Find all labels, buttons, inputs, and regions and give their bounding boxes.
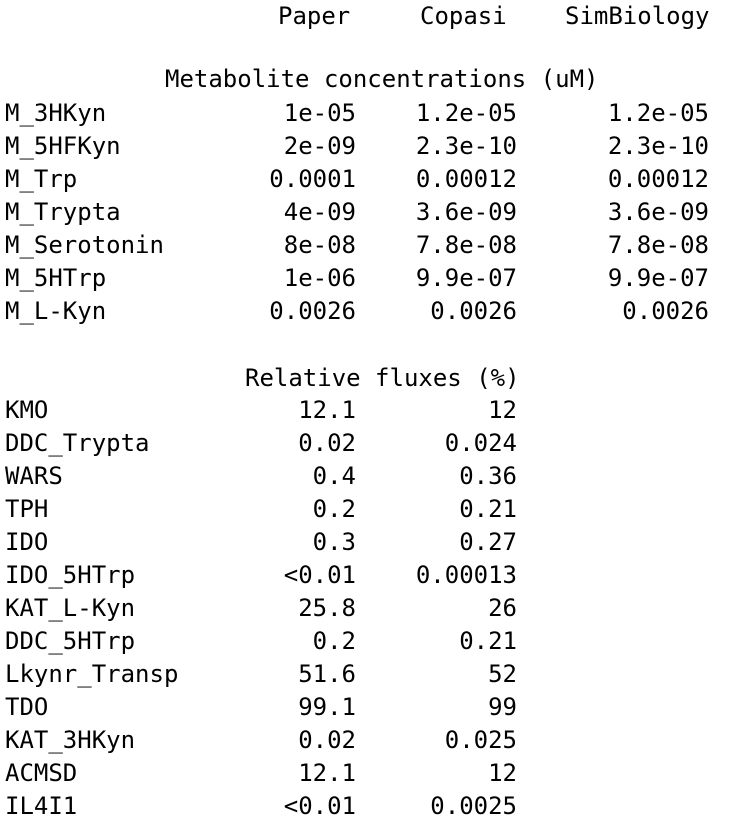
table-row: M_Trypta 4e-09 3.6e-09 3.6e-09 (0, 196, 731, 229)
copasi-value: 2.3e-10 (415, 132, 517, 160)
paper-value: <0.01 (283, 561, 356, 589)
table-row: TDO 99.1 99 (0, 691, 731, 724)
row-name: Lkynr_Transp (5, 660, 179, 688)
copasi-value: 0.0025 (430, 792, 517, 820)
paper-value: 25.8 (298, 594, 356, 622)
table-row: DDC_5HTrp 0.2 0.21 (0, 625, 731, 658)
row-name: DDC_5HTrp (5, 627, 136, 655)
simbiology-value: 1.2e-05 (607, 99, 709, 127)
table-row: TPH 0.2 0.21 (0, 493, 731, 526)
row-name: IDO_5HTrp (5, 561, 136, 589)
paper-value: 8e-08 (283, 231, 356, 259)
copasi-value: 0.27 (459, 528, 517, 556)
row-name: M_Trypta (5, 198, 121, 226)
row-name: M_L-Kyn (5, 297, 107, 325)
row-name: IDO (5, 528, 49, 556)
paper-value: 2e-09 (283, 132, 356, 160)
paper-value: 1e-06 (283, 264, 356, 292)
flux-section-title: Relative fluxes (%) (0, 362, 731, 395)
copasi-value: 99 (488, 693, 517, 721)
row-name: M_5HFKyn (5, 132, 121, 160)
row-name: M_Trp (5, 165, 78, 193)
table-row: M_L-Kyn 0.0026 0.0026 0.0026 (0, 295, 731, 328)
paper-value: 12.1 (298, 396, 356, 424)
row-name: TDO (5, 693, 49, 721)
copasi-value: 0.21 (459, 495, 517, 523)
copasi-value: 52 (488, 660, 517, 688)
column-header-paper: Paper (278, 2, 351, 30)
metabolite-section-title-text: Metabolite concentrations (uM) (165, 65, 599, 93)
row-name: IL4I1 (5, 792, 78, 820)
simbiology-value: 2.3e-10 (607, 132, 709, 160)
table-row: M_Serotonin 8e-08 7.8e-08 7.8e-08 (0, 229, 731, 262)
copasi-value: 12 (488, 759, 517, 787)
row-name: KMO (5, 396, 49, 424)
table-row: M_5HFKyn 2e-09 2.3e-10 2.3e-10 (0, 130, 731, 163)
copasi-value: 0.024 (444, 429, 517, 457)
column-header-row: Paper Copasi SimBiology (0, 0, 731, 33)
table-row: IDO 0.3 0.27 (0, 526, 731, 559)
metabolite-section-title: Metabolite concentrations (uM) (0, 63, 731, 96)
row-name: ACMSD (5, 759, 78, 787)
copasi-value: 9.9e-07 (415, 264, 517, 292)
table-row: IDO_5HTrp <0.01 0.00013 (0, 559, 731, 592)
table-row: KAT_L-Kyn 25.8 26 (0, 592, 731, 625)
paper-value: 0.4 (312, 462, 356, 490)
simbiology-value: 0.0026 (622, 297, 709, 325)
copasi-value: 0.025 (444, 726, 517, 754)
paper-value: 1e-05 (283, 99, 356, 127)
copasi-value: 3.6e-09 (415, 198, 517, 226)
column-header-copasi: Copasi (420, 2, 507, 30)
table-row: Lkynr_Transp 51.6 52 (0, 658, 731, 691)
simbiology-value: 9.9e-07 (607, 264, 709, 292)
simbiology-value: 3.6e-09 (607, 198, 709, 226)
copasi-value: 0.21 (459, 627, 517, 655)
row-name: M_3HKyn (5, 99, 107, 127)
paper-value: 0.3 (312, 528, 356, 556)
paper-value: 0.02 (298, 429, 356, 457)
copasi-value: 7.8e-08 (415, 231, 517, 259)
row-name: KAT_L-Kyn (5, 594, 136, 622)
paper-value: 0.02 (298, 726, 356, 754)
row-name: DDC_Trypta (5, 429, 150, 457)
row-name: KAT_3HKyn (5, 726, 136, 754)
row-name: M_5HTrp (5, 264, 107, 292)
paper-value: 0.2 (312, 495, 356, 523)
table-row: KMO 12.1 12 (0, 394, 731, 427)
table-row: ACMSD 12.1 12 (0, 757, 731, 790)
row-name: WARS (5, 462, 63, 490)
simbiology-value: 7.8e-08 (607, 231, 709, 259)
flux-section-title-text: Relative fluxes (%) (245, 364, 520, 392)
copasi-value: 1.2e-05 (415, 99, 517, 127)
table-row: IL4I1 <0.01 0.0025 (0, 790, 731, 823)
table-row: M_3HKyn 1e-05 1.2e-05 1.2e-05 (0, 97, 731, 130)
table-row: M_Trp 0.0001 0.00012 0.00012 (0, 163, 731, 196)
copasi-value: 12 (488, 396, 517, 424)
paper-value: 0.0026 (269, 297, 356, 325)
paper-value: <0.01 (283, 792, 356, 820)
paper-value: 99.1 (298, 693, 356, 721)
simbiology-value: 0.00012 (607, 165, 709, 193)
copasi-value: 0.00013 (415, 561, 517, 589)
paper-value: 12.1 (298, 759, 356, 787)
column-header-simbiology: SimBiology (565, 2, 710, 30)
table-row: KAT_3HKyn 0.02 0.025 (0, 724, 731, 757)
paper-value: 51.6 (298, 660, 356, 688)
row-name: TPH (5, 495, 49, 523)
copasi-value: 0.00012 (415, 165, 517, 193)
copasi-value: 0.36 (459, 462, 517, 490)
copasi-value: 26 (488, 594, 517, 622)
table-row: M_5HTrp 1e-06 9.9e-07 9.9e-07 (0, 262, 731, 295)
paper-value: 4e-09 (283, 198, 356, 226)
paper-value: 0.2 (312, 627, 356, 655)
row-name: M_Serotonin (5, 231, 164, 259)
table-row: WARS 0.4 0.36 (0, 460, 731, 493)
paper-value: 0.0001 (269, 165, 356, 193)
copasi-value: 0.0026 (430, 297, 517, 325)
table-row: DDC_Trypta 0.02 0.024 (0, 427, 731, 460)
